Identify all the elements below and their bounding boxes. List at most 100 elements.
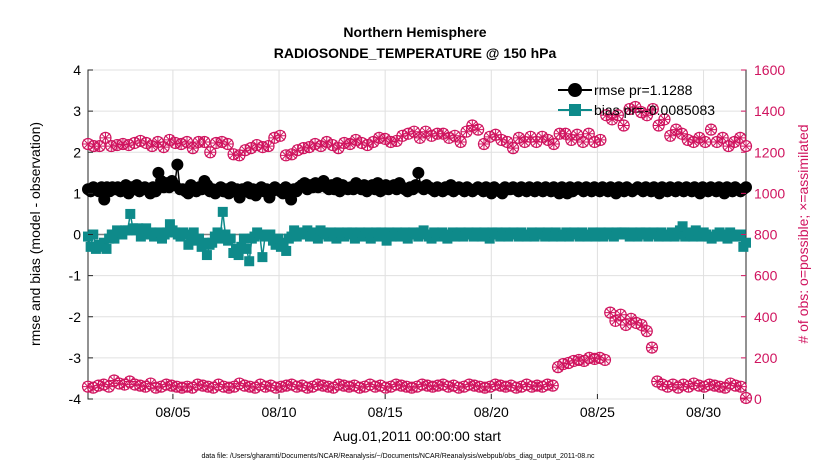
obs-assimilated-point bbox=[664, 130, 676, 142]
obs-assimilated-point bbox=[618, 120, 630, 132]
obs-assimilated-point bbox=[332, 142, 344, 154]
obs-assimilated-point bbox=[653, 120, 665, 132]
obs-assimilated-point bbox=[599, 354, 611, 366]
obs-assimilated-point bbox=[646, 342, 658, 354]
obs-assimilated-point bbox=[164, 134, 176, 146]
obs-assimilated-point bbox=[263, 140, 275, 152]
bias-point bbox=[193, 233, 204, 244]
obs-assimilated-point bbox=[94, 140, 106, 152]
obs-assimilated-point bbox=[145, 378, 157, 390]
bias-point bbox=[741, 237, 751, 248]
y-tick-label-left: 2 bbox=[73, 144, 81, 160]
obs-assimilated-point bbox=[571, 129, 583, 141]
obs-assimilated-point bbox=[367, 136, 379, 148]
x-tick-label: 08/15 bbox=[368, 404, 403, 420]
bias-point bbox=[244, 256, 255, 267]
obs-assimilated-point bbox=[719, 382, 731, 394]
bias-point bbox=[289, 225, 300, 236]
bias-point bbox=[400, 227, 411, 238]
obs-assimilated-point bbox=[728, 136, 740, 148]
obs-assimilated-point bbox=[548, 138, 560, 150]
bias-point bbox=[677, 221, 688, 232]
obs-assimilated-point bbox=[624, 103, 636, 115]
obs-assimilated-point bbox=[641, 325, 653, 337]
obs-assimilated-point bbox=[559, 128, 571, 140]
bias-point bbox=[236, 241, 247, 252]
bias-point bbox=[312, 233, 323, 244]
obs-assimilated-point bbox=[239, 144, 251, 156]
right-y-ticks: 1600 1400 1200 1000 800 600 400 200 0 bbox=[741, 62, 785, 407]
obs-assimilated-point bbox=[705, 124, 717, 136]
y-tick-label-left: -1 bbox=[69, 268, 82, 284]
obs-series-upper bbox=[81, 100, 753, 162]
obs-assimilated-point bbox=[600, 109, 612, 121]
rmse-point bbox=[171, 158, 184, 171]
rmse-point bbox=[412, 166, 425, 179]
obs-assimilated-point bbox=[103, 381, 115, 393]
bias-point bbox=[278, 237, 289, 248]
y-tick-label-right: 0 bbox=[754, 391, 762, 407]
obs-assimilated-point bbox=[688, 136, 700, 148]
obs-assimilated-point bbox=[530, 136, 542, 148]
obs-assimilated-point bbox=[362, 139, 374, 151]
obs-assimilated-point bbox=[181, 136, 193, 148]
obs-assimilated-point bbox=[682, 134, 694, 146]
bias-point bbox=[233, 250, 244, 261]
obs-assimilated-point bbox=[507, 142, 519, 154]
obs-assimilated-point bbox=[420, 126, 432, 138]
obs-assimilated-point bbox=[158, 141, 170, 153]
y-tick-label-left: 0 bbox=[73, 227, 81, 243]
obs-assimilated-point bbox=[636, 319, 648, 331]
obs-assimilated-point bbox=[615, 309, 627, 321]
obs-assimilated-point bbox=[734, 132, 746, 144]
obs-assimilated-point bbox=[396, 130, 408, 142]
legend-rmse-label: rmse pr=1.1288 bbox=[594, 82, 693, 98]
bias-point bbox=[302, 225, 313, 236]
x-tick-label: 08/10 bbox=[262, 404, 297, 420]
obs-assimilated-point bbox=[478, 138, 490, 150]
y-tick-label-right: 1400 bbox=[754, 103, 785, 119]
bias-point bbox=[257, 252, 268, 263]
obs-assimilated-point bbox=[350, 134, 362, 146]
obs-assimilated-point bbox=[565, 134, 577, 146]
obs-assimilated-point bbox=[233, 149, 245, 161]
bias-point bbox=[381, 235, 392, 246]
bias-point bbox=[109, 233, 120, 244]
obs-assimilated-point bbox=[676, 128, 688, 140]
obs-assimilated-point bbox=[175, 138, 187, 150]
obs-assimilated-point bbox=[723, 140, 735, 152]
obs-assimilated-point bbox=[490, 129, 502, 141]
legend-bias-marker bbox=[569, 104, 581, 116]
y-tick-label-right: 1000 bbox=[754, 185, 785, 201]
obs-assimilated-point bbox=[222, 138, 234, 150]
bias-point bbox=[347, 227, 358, 238]
y-axis-label-right: # of obs: o=possible; ×=assimilated bbox=[795, 124, 811, 343]
obs-assimilated-point bbox=[612, 109, 624, 121]
obs-assimilated-point bbox=[495, 134, 507, 146]
bias-point bbox=[265, 229, 276, 240]
obs-assimilated-point bbox=[717, 132, 729, 144]
bias-point bbox=[286, 231, 297, 242]
obs-assimilated-point bbox=[204, 146, 216, 158]
obs-assimilated-point bbox=[513, 132, 525, 144]
bias-point bbox=[215, 233, 226, 244]
obs-assimilated-point bbox=[443, 132, 455, 144]
bias-point bbox=[164, 219, 175, 230]
obs-assimilated-point bbox=[525, 131, 537, 143]
bias-point bbox=[180, 229, 191, 240]
obs-assimilated-point bbox=[606, 113, 618, 125]
obs-assimilated-point bbox=[484, 131, 496, 143]
obs-assimilated-point bbox=[647, 103, 659, 115]
obs-assimilated-point bbox=[542, 134, 554, 146]
y-tick-label-left: -4 bbox=[69, 391, 82, 407]
bias-point bbox=[273, 233, 284, 244]
y-tick-label-left: -2 bbox=[69, 309, 82, 325]
obs-assimilated-point bbox=[740, 392, 752, 404]
bias-point bbox=[98, 237, 109, 248]
obs-assimilated-point bbox=[437, 128, 449, 140]
obs-assimilated-point bbox=[472, 124, 484, 136]
obs-assimilated-point bbox=[303, 141, 315, 153]
y-tick-label-right: 1200 bbox=[754, 144, 785, 160]
obs-assimilated-point bbox=[620, 319, 632, 331]
obs-assimilated-point bbox=[449, 130, 461, 142]
